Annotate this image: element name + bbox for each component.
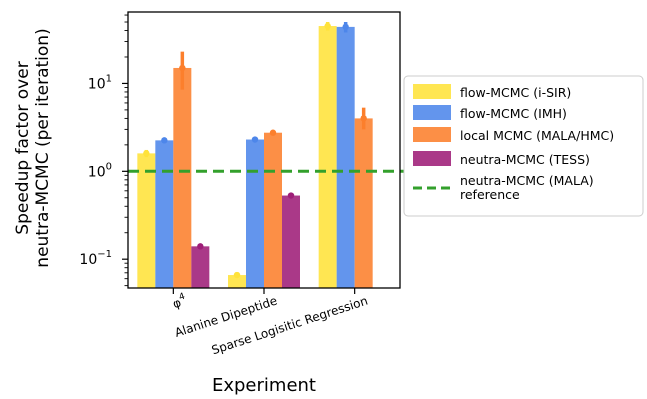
legend-label-4: neutra-MCMC (TESS): [460, 152, 590, 167]
bar-2-2: [246, 139, 264, 288]
legend-label-3: local MCMC (MALA/HMC): [460, 128, 614, 143]
bar-4-1: [191, 246, 210, 288]
bar-1-2: [228, 275, 246, 288]
y-axis-label-line-1: Speedup factor over: [13, 61, 33, 234]
y-ticks: 10−1 100 101: [79, 14, 128, 287]
legend-reference-label-1: neutra-MCMC (MALA): [460, 173, 594, 188]
mean-marker-4-1: [197, 243, 204, 250]
mean-marker-3-3: [360, 115, 367, 122]
bar-3-1: [173, 67, 192, 289]
bar-3-3: [354, 118, 373, 289]
legend-frame: [403, 75, 644, 217]
legend-swatch-2: [413, 105, 451, 120]
mean-marker-2-1: [161, 137, 168, 144]
mean-marker-3-2: [269, 129, 277, 136]
legend-swatch-1: [413, 84, 451, 99]
y-axis-label-line-2: neutra-MCMC (per iteration): [33, 28, 53, 267]
legend-reference-label-2: reference: [460, 187, 520, 202]
bar-4-2: [282, 195, 300, 288]
bar-2-3: [336, 26, 355, 288]
mean-marker-1-3: [324, 22, 331, 30]
legend-swatch-4: [413, 151, 451, 166]
bar-1-1: [137, 153, 156, 288]
legend-swatch-3: [413, 127, 451, 142]
y-tick-label-3: 101: [88, 73, 112, 92]
mean-marker-3-1: [179, 64, 186, 72]
y-tick-label-1: 10−1: [79, 249, 112, 268]
bar-1-3: [318, 26, 337, 289]
x-tick-label-3: Sparse Logisitic Regression: [210, 294, 370, 358]
legend-label-1: flow-MCMC (i-SIR): [460, 85, 571, 100]
bar-3-2: [264, 132, 282, 288]
mean-marker-2-3: [342, 23, 349, 31]
bars-layer: [137, 22, 373, 289]
legend-label-2: flow-MCMC (IMH): [460, 106, 567, 121]
mean-marker-4-2: [287, 192, 295, 199]
x-axis-label: Experiment: [212, 375, 316, 396]
x-tick-label-1: φ4: [170, 292, 188, 312]
y-tick-label-2: 100: [88, 161, 112, 180]
bar-2-1: [155, 140, 174, 288]
mean-marker-2-2: [251, 136, 259, 143]
legend: flow-MCMC (i-SIR) flow-MCMC (IMH) local MC…: [403, 75, 644, 217]
mean-marker-1-1: [143, 150, 150, 157]
mean-marker-1-2: [233, 271, 241, 279]
